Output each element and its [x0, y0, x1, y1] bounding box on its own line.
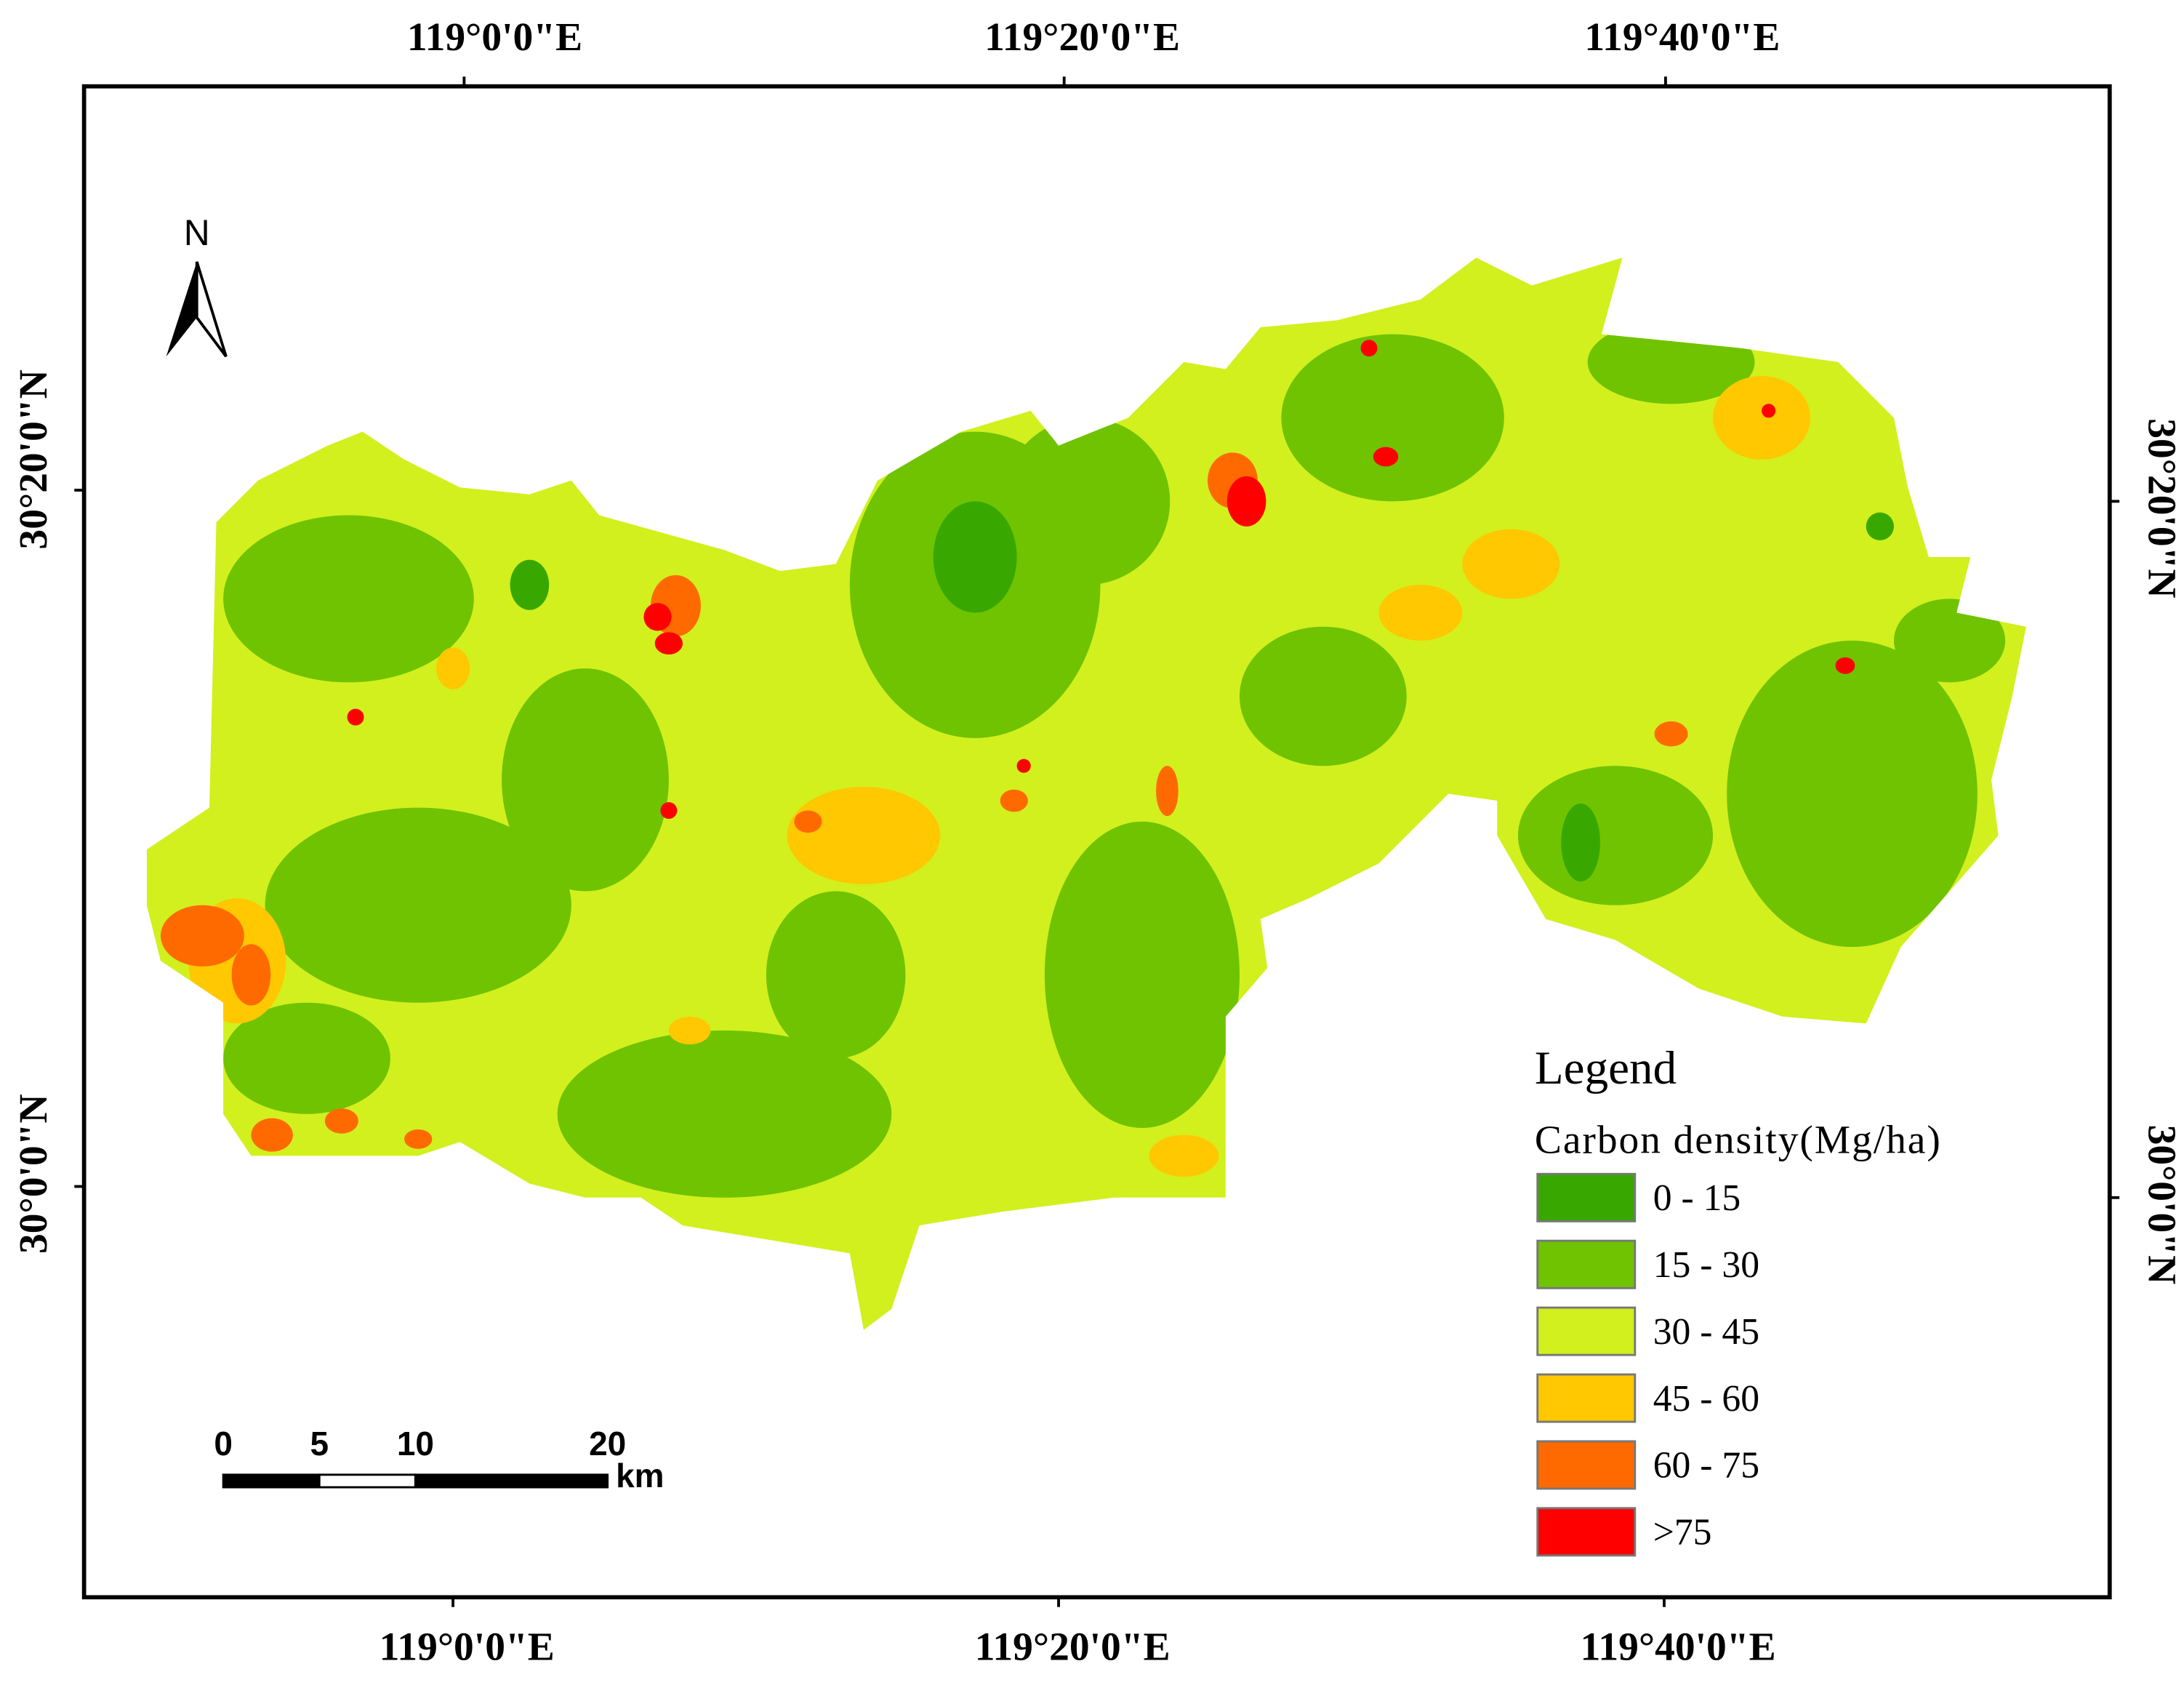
left-label: 30°0'0"N — [12, 1094, 56, 1254]
patches-45-60 — [188, 376, 1811, 1177]
legend-swatch — [1536, 1306, 1637, 1356]
scale-segment — [414, 1473, 609, 1489]
scale-tick-label: 5 — [310, 1425, 329, 1462]
scale-segment — [222, 1473, 321, 1489]
bottom-label: 119°20'0"E — [975, 1625, 1171, 1670]
legend-label: 45 - 60 — [1653, 1378, 1759, 1420]
north-label: N — [184, 212, 210, 253]
legend-subtitle: Carbon density(Mg/ha) — [1535, 1118, 1942, 1163]
legend: Legend Carbon density(Mg/ha) 0 - 15 15 - … — [1535, 1042, 1942, 1557]
scale-tick-label: 10 — [397, 1425, 434, 1462]
legend-swatch — [1536, 1239, 1637, 1289]
legend-label: 60 - 75 — [1653, 1445, 1759, 1486]
bottom-label: 119°0'0"E — [380, 1625, 555, 1670]
scale-segment — [318, 1473, 417, 1489]
top-label: 119°0'0"E — [407, 15, 582, 60]
patches-0-15 — [510, 501, 1894, 882]
bottom-label: 119°40'0"E — [1581, 1625, 1776, 1670]
patches-15-30 — [223, 320, 2006, 1198]
scale-tick-label: 20 — [589, 1425, 626, 1462]
scale-unit: km — [616, 1457, 664, 1494]
legend-swatch — [1536, 1440, 1637, 1490]
legend-label: >75 — [1653, 1512, 1712, 1553]
right-label: 30°0'0"N — [2139, 1125, 2183, 1285]
frame-ticks — [74, 76, 2120, 1607]
scale-tick-label: 0 — [214, 1425, 233, 1462]
legend-label: 30 - 45 — [1653, 1311, 1759, 1353]
patches-60-75 — [160, 452, 1688, 1152]
top-label: 119°40'0"E — [1584, 15, 1780, 60]
legend-swatch — [1536, 1507, 1637, 1557]
map-frame — [81, 84, 2112, 1600]
carbon-density-region — [146, 257, 2026, 1330]
legend-label: 15 - 30 — [1653, 1244, 1759, 1286]
legend-swatch — [1536, 1172, 1637, 1222]
legend-title: Legend — [1535, 1042, 1677, 1094]
left-label: 30°20'0"N — [12, 369, 56, 549]
north-arrow: N — [166, 212, 228, 358]
legend-label: 0 - 15 — [1653, 1177, 1741, 1219]
patches-over-75 — [347, 340, 1855, 819]
right-label: 30°20'0"N — [2139, 418, 2183, 598]
legend-swatch — [1536, 1373, 1637, 1423]
top-label: 119°20'0"E — [984, 15, 1180, 60]
